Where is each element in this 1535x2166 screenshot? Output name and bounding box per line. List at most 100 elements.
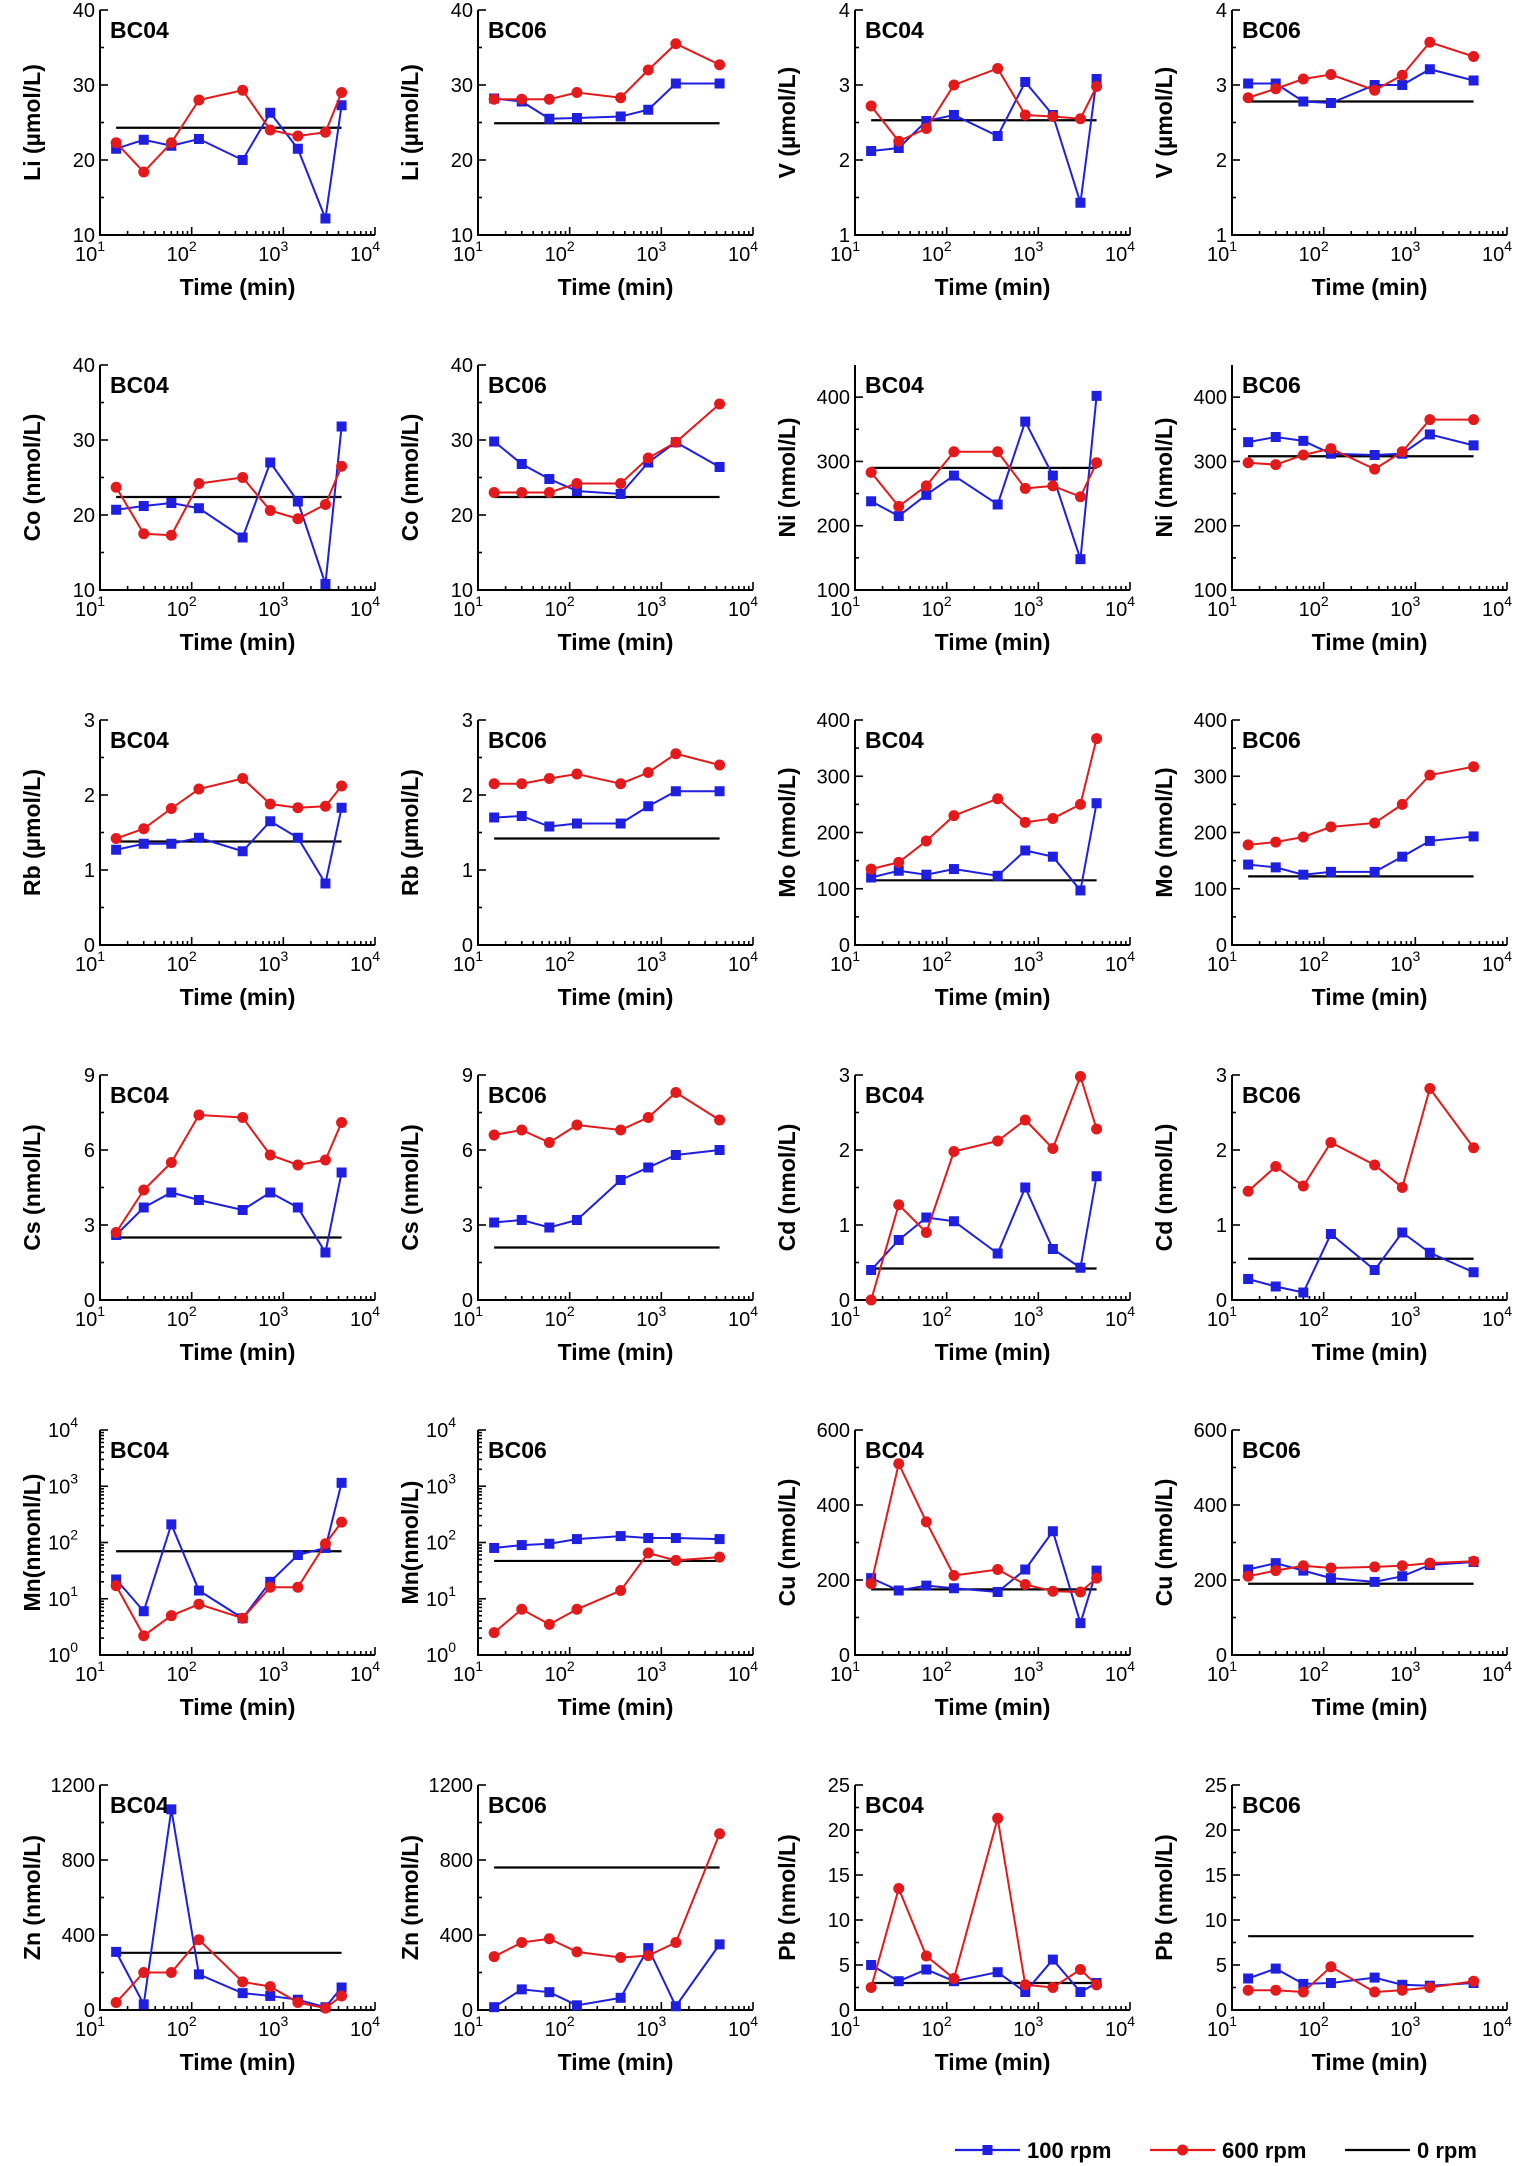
- x-tick-label: 104: [1105, 1303, 1135, 1331]
- panel-title: BC06: [1242, 727, 1301, 753]
- point-100rpm: [111, 1574, 122, 1585]
- series-line-rpm100: [115, 807, 343, 887]
- point-600rpm: [920, 123, 932, 134]
- point-100rpm: [1325, 866, 1336, 877]
- point-600rpm: [1019, 482, 1031, 494]
- point-100rpm: [292, 832, 303, 843]
- point-600rpm: [865, 1578, 877, 1590]
- point-600rpm: [1396, 69, 1408, 81]
- point-600rpm: [488, 778, 500, 790]
- point-100rpm: [138, 1606, 149, 1617]
- point-100rpm: [320, 878, 331, 889]
- point-600rpm: [1047, 1143, 1059, 1154]
- y-tick-label: 4: [1216, 0, 1227, 22]
- point-100rpm: [1468, 75, 1479, 86]
- point-100rpm: [670, 1150, 681, 1160]
- y-tick-label: 400: [817, 387, 850, 409]
- y-tick-label: 400: [440, 1925, 473, 1947]
- point-600rpm: [1242, 839, 1254, 851]
- series-line-rpm100: [870, 1176, 1098, 1271]
- point-100rpm: [544, 113, 555, 124]
- y-tick-label: 1: [84, 860, 95, 882]
- point-600rpm: [264, 505, 276, 516]
- point-600rpm: [1369, 84, 1381, 96]
- series-line-rpm100: [493, 440, 721, 496]
- x-tick-label: 103: [258, 2013, 288, 2041]
- legend-item-rpm0: 0 rpm: [1345, 2138, 1477, 2163]
- series-line-rpm100: [115, 105, 343, 223]
- point-100rpm: [237, 1205, 248, 1215]
- point-600rpm: [1091, 81, 1103, 92]
- point-100rpm: [992, 499, 1003, 510]
- x-tick-label: 104: [728, 238, 758, 266]
- x-tick-label: 103: [636, 948, 666, 976]
- y-tick-label: 104: [426, 1414, 456, 1442]
- point-100rpm: [1243, 78, 1254, 89]
- point-600rpm: [1468, 1975, 1480, 1987]
- panel-title: BC06: [1242, 1437, 1301, 1463]
- series-line-rpm600: [115, 465, 343, 537]
- point-600rpm: [1047, 1982, 1059, 1993]
- point-100rpm: [714, 1939, 725, 1950]
- point-600rpm: [1424, 414, 1436, 426]
- point-100rpm: [921, 1964, 932, 1975]
- y-tick-label: 800: [62, 1850, 95, 1872]
- y-tick-label: 20: [73, 150, 95, 172]
- point-600rpm: [642, 767, 654, 778]
- point-600rpm: [292, 130, 304, 142]
- point-100rpm: [992, 1248, 1003, 1259]
- point-600rpm: [1074, 798, 1086, 810]
- point-600rpm: [237, 1112, 249, 1123]
- point-100rpm: [714, 462, 725, 472]
- point-600rpm: [1325, 1137, 1337, 1148]
- point-100rpm: [615, 1175, 626, 1185]
- point-100rpm: [166, 838, 177, 849]
- y-axis-label: Ni (nmol/L): [1151, 417, 1177, 537]
- point-100rpm: [237, 155, 248, 165]
- point-600rpm: [110, 833, 122, 844]
- series-line-rpm100: [870, 803, 1098, 893]
- point-100rpm: [265, 107, 276, 118]
- point-100rpm: [571, 2000, 582, 2011]
- point-600rpm: [1091, 1123, 1103, 1135]
- y-tick-label: 3: [462, 1215, 473, 1237]
- point-100rpm: [292, 496, 303, 507]
- point-100rpm: [615, 818, 626, 829]
- series-line-rpm100: [1248, 835, 1474, 876]
- point-600rpm: [336, 460, 348, 472]
- x-axis-label: Time (min): [1312, 2049, 1428, 2075]
- y-tick-label: 200: [817, 516, 850, 538]
- x-tick-label: 102: [545, 2013, 575, 2041]
- x-axis-label: Time (min): [1312, 1694, 1428, 1720]
- y-tick-label: 30: [73, 430, 95, 452]
- point-100rpm: [265, 1990, 276, 2001]
- panel-title: BC04: [110, 1082, 169, 1108]
- x-tick-label: 102: [922, 2013, 952, 2041]
- y-tick-label: 5: [839, 1955, 850, 1977]
- axes: [99, 1430, 375, 1656]
- panel-title: BC04: [110, 372, 169, 398]
- x-tick-label: 101: [453, 1658, 483, 1686]
- axes: [854, 10, 1130, 236]
- point-600rpm: [893, 1458, 905, 1470]
- point-100rpm: [193, 1585, 204, 1596]
- series-line-rpm600: [115, 89, 343, 174]
- point-100rpm: [320, 213, 331, 224]
- point-100rpm: [292, 1549, 303, 1560]
- y-tick-label: 20: [73, 505, 95, 527]
- point-600rpm: [1424, 1557, 1436, 1569]
- point-600rpm: [948, 1146, 960, 1157]
- point-100rpm: [643, 801, 654, 812]
- point-600rpm: [714, 59, 726, 71]
- y-tick-label: 40: [451, 0, 473, 22]
- point-100rpm: [714, 1145, 725, 1155]
- point-100rpm: [166, 1804, 177, 1815]
- panel-title: BC06: [1242, 372, 1301, 398]
- point-600rpm: [292, 1159, 304, 1171]
- x-axis-label: Time (min): [558, 1694, 674, 1720]
- point-600rpm: [948, 810, 960, 822]
